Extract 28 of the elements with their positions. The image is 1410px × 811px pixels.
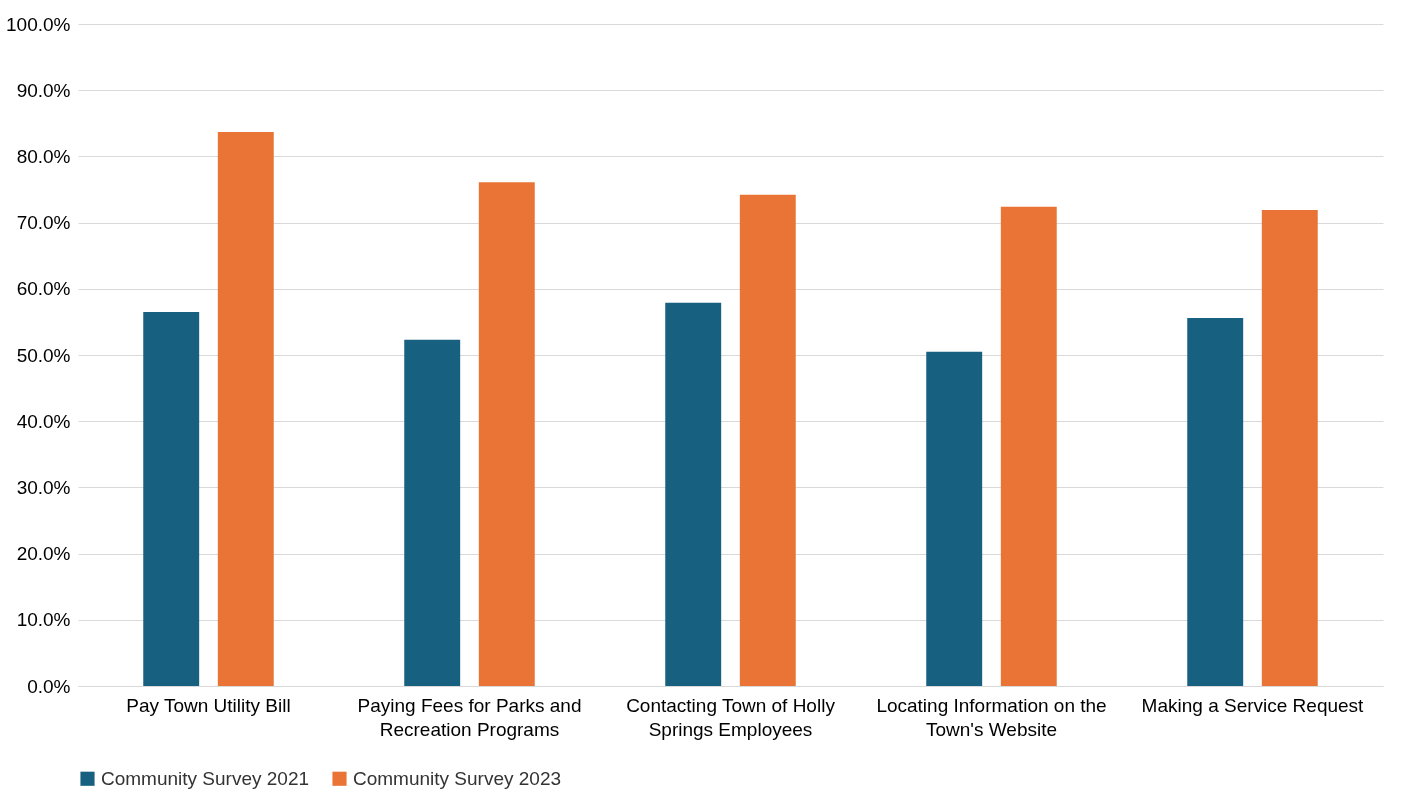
x-tick-label: Contacting Town of Holly Springs Employees	[626, 694, 836, 740]
bar	[404, 339, 461, 686]
legend-label: Community Survey 2021	[101, 767, 310, 789]
y-tick-label: 30.0%	[16, 476, 71, 498]
x-tick-label: Making a Service Request	[1141, 694, 1365, 716]
y-tick-label: 80.0%	[16, 145, 71, 167]
y-tick-label: 60.0%	[16, 278, 71, 300]
bar	[478, 182, 535, 686]
bar	[665, 302, 722, 686]
bar	[1000, 206, 1057, 686]
x-tick-label: Pay Town Utility Bill	[126, 694, 291, 716]
bar	[217, 131, 274, 686]
bar	[926, 351, 983, 686]
bar	[1261, 210, 1318, 686]
legend-label: Community Survey 2023	[353, 767, 562, 789]
y-tick-label: 70.0%	[16, 212, 71, 234]
bar	[1187, 317, 1244, 686]
y-tick-label: 0.0%	[27, 675, 71, 697]
y-tick-label: 100.0%	[6, 13, 71, 35]
y-tick-label: 40.0%	[16, 410, 71, 432]
bar	[143, 311, 200, 686]
y-tick-label: 90.0%	[16, 79, 71, 101]
x-tick-label: Locating Information on the Town's Website	[876, 694, 1107, 740]
y-tick-label: 20.0%	[16, 543, 71, 565]
y-tick-label: 50.0%	[16, 344, 71, 366]
bar	[739, 194, 796, 686]
y-tick-label: 10.0%	[16, 609, 71, 631]
x-tick-label: Paying Fees for Parks and Recreation Programs	[357, 694, 582, 740]
